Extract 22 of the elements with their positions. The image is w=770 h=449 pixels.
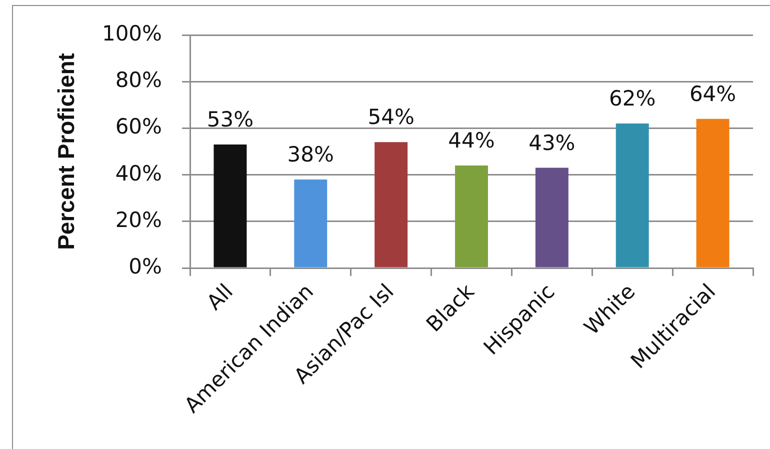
data-label: 54% [368,105,414,130]
y-tick-label: 0% [128,254,162,278]
bar [455,165,488,268]
data-label: 43% [528,130,576,155]
y-tick-label: 40% [115,161,162,186]
bar [616,124,649,268]
x-tick-label: All [202,279,238,315]
y-axis-title: Percent Proficient [53,52,80,250]
bar [535,168,568,268]
y-tick-label: 60% [115,114,162,139]
bar [374,142,408,268]
y-tick-label: 80% [115,68,162,92]
y-tick-label: 20% [115,208,162,232]
data-label: 64% [689,82,736,106]
data-label: 38% [287,142,334,166]
data-label: 62% [609,86,656,111]
bar [294,179,328,268]
y-tick-label: 100% [102,21,162,46]
data-label: 53% [206,108,254,132]
bar [214,144,247,268]
data-label: 44% [448,128,495,152]
bar [696,118,730,268]
